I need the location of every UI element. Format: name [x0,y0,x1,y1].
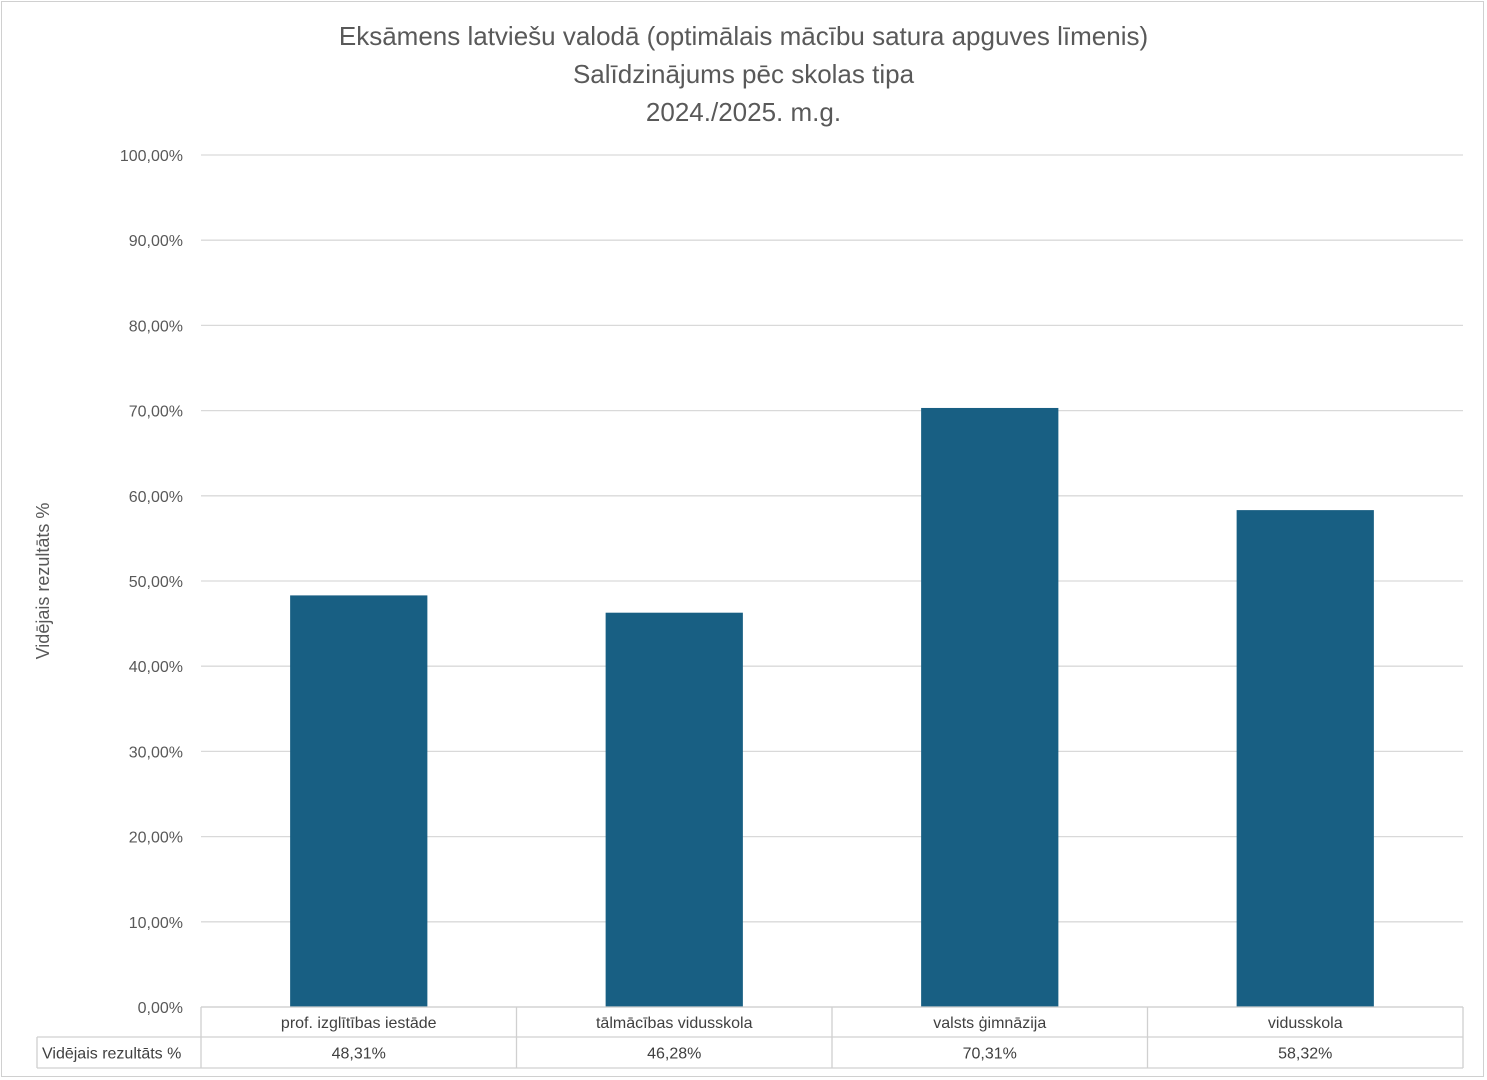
y-tick-label: 90,00% [129,233,183,250]
data-label: 70,31% [963,1046,1017,1063]
x-tick-label: prof. izglītības iestāde [281,1015,437,1032]
x-tick-label: vidusskola [1268,1015,1343,1032]
y-axis-label: Vidējais rezultāts % [33,503,53,660]
chart-period: 2024./2025. m.g. [645,97,842,127]
chart-subtitle: Salīdzinājums pēc skolas tipa [572,59,915,89]
y-tick-label: 20,00% [129,830,183,847]
data-label: 48,31% [332,1046,386,1063]
y-tick-label: 40,00% [129,659,183,676]
y-tick-label: 80,00% [129,318,183,335]
y-tick-label: 30,00% [129,744,183,761]
bar [290,595,428,1007]
y-tick-label: 60,00% [129,489,183,506]
bar [1236,510,1374,1007]
y-tick-label: 50,00% [129,574,183,591]
data-label: 58,32% [1278,1046,1332,1063]
series-name-label: Vidējais rezultāts % [42,1046,181,1063]
data-table: prof. izglītības iestāde 48,31% tālmācības… [36,1006,1464,1069]
y-tick-labels: 0,00% 10,00% 20,00% 30,00% 40,00% 50,00% 60,00… [120,148,183,1017]
y-tick-label: 70,00% [129,404,183,421]
y-tick-label: 0,00% [138,1000,183,1017]
y-tick-label: 100,00% [120,148,183,165]
bar [605,612,743,1007]
bars [290,407,1374,1007]
y-tick-label: 10,00% [129,915,183,932]
chart-title: Eksāmens latviešu valodā (optimālais māc… [338,21,1149,51]
x-tick-label: tālmācības vidusskola [596,1015,753,1032]
bar [921,407,1059,1007]
x-tick-label: valsts ģimnāzija [933,1014,1046,1032]
data-label: 46,28% [647,1046,701,1063]
